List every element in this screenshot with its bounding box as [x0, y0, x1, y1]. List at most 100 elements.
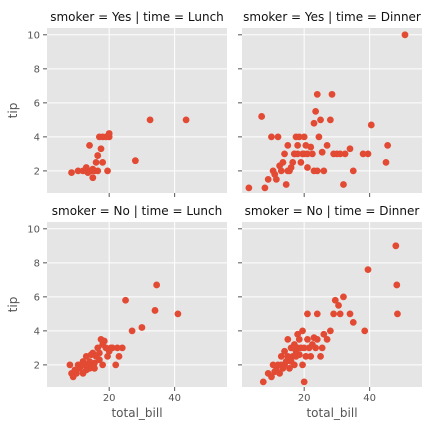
data-point — [271, 170, 279, 178]
data-point — [320, 167, 328, 175]
panel-title: smoker = No | time = Lunch — [52, 204, 222, 218]
data-point — [392, 242, 400, 250]
data-point — [308, 150, 316, 158]
data-point — [74, 167, 82, 175]
data-point — [113, 344, 121, 352]
data-point — [318, 148, 326, 156]
data-point — [92, 158, 100, 166]
data-point — [153, 281, 161, 289]
y-tick-label: 4 — [34, 132, 40, 143]
data-point — [277, 167, 285, 175]
data-point — [295, 351, 303, 359]
data-point — [335, 301, 342, 309]
data-point — [286, 364, 293, 372]
data-point — [94, 152, 102, 159]
data-point — [94, 344, 102, 352]
data-point — [268, 373, 275, 381]
data-point — [304, 150, 311, 158]
data-point — [118, 344, 126, 352]
y-tick-label: 10 — [27, 30, 40, 41]
data-point — [274, 133, 282, 141]
data-point — [346, 145, 354, 153]
panel-background — [47, 222, 227, 387]
data-point — [100, 337, 108, 345]
data-point — [300, 344, 308, 352]
data-point — [282, 358, 290, 365]
data-point — [86, 141, 93, 149]
data-point — [91, 364, 98, 372]
data-point — [340, 181, 347, 188]
y-tick-label: 8 — [34, 64, 40, 75]
y-tick-label: 6 — [34, 292, 40, 303]
data-point — [294, 141, 302, 149]
data-point — [284, 352, 292, 360]
panel-title: smoker = No | time = Dinner — [245, 204, 420, 218]
data-point — [174, 310, 182, 318]
data-point — [361, 327, 369, 335]
data-point — [290, 361, 298, 369]
data-point — [331, 296, 339, 304]
data-point — [401, 31, 409, 39]
data-point — [384, 141, 392, 149]
data-point — [313, 310, 321, 318]
data-point — [122, 296, 129, 304]
data-point — [313, 335, 321, 343]
data-point — [307, 143, 315, 151]
data-point — [326, 116, 334, 124]
data-point — [105, 133, 113, 141]
data-point — [359, 150, 367, 158]
data-point — [393, 281, 401, 289]
data-point — [138, 324, 146, 331]
data-point — [313, 167, 321, 175]
data-point — [95, 356, 103, 364]
data-point — [328, 90, 336, 98]
data-point — [312, 344, 320, 352]
data-point — [99, 158, 107, 166]
data-point — [73, 369, 80, 377]
y-tick-label: 2 — [34, 360, 40, 371]
data-point — [268, 133, 275, 141]
data-point — [272, 175, 280, 183]
data-point — [128, 327, 136, 335]
panel-background — [242, 222, 422, 387]
data-point — [284, 141, 292, 149]
data-point — [304, 310, 311, 318]
data-point — [245, 184, 253, 192]
data-point — [304, 164, 311, 171]
data-point — [82, 164, 90, 171]
y-tick-label: 10 — [27, 224, 40, 235]
data-point — [313, 90, 321, 98]
data-point — [151, 307, 159, 314]
data-point — [289, 158, 297, 166]
data-point — [131, 157, 139, 165]
data-point — [109, 344, 116, 352]
y-tick-label: 4 — [34, 326, 40, 337]
data-point — [349, 318, 357, 326]
data-point — [299, 361, 306, 369]
data-point — [330, 310, 338, 318]
y-tick-label: 8 — [34, 258, 40, 269]
x-tick-label: 40 — [363, 393, 376, 404]
data-point — [318, 344, 326, 352]
data-point — [112, 361, 120, 369]
data-point — [349, 167, 357, 175]
y-tick-label: 6 — [34, 98, 40, 109]
panel-title: smoker = Yes | time = Dinner — [243, 10, 421, 24]
data-point — [317, 352, 324, 360]
data-point — [300, 133, 308, 141]
data-point — [302, 352, 310, 360]
data-point — [259, 378, 267, 386]
data-point — [279, 158, 287, 166]
data-point — [94, 167, 102, 175]
data-point — [299, 327, 306, 335]
data-point — [68, 169, 75, 176]
data-point — [95, 349, 103, 357]
x-axis-label: total_bill — [111, 406, 162, 420]
data-point — [269, 361, 277, 369]
y-tick-label: 2 — [34, 166, 40, 177]
data-point — [89, 174, 97, 182]
data-point — [287, 164, 295, 171]
data-point — [312, 107, 320, 115]
data-point — [261, 184, 269, 192]
